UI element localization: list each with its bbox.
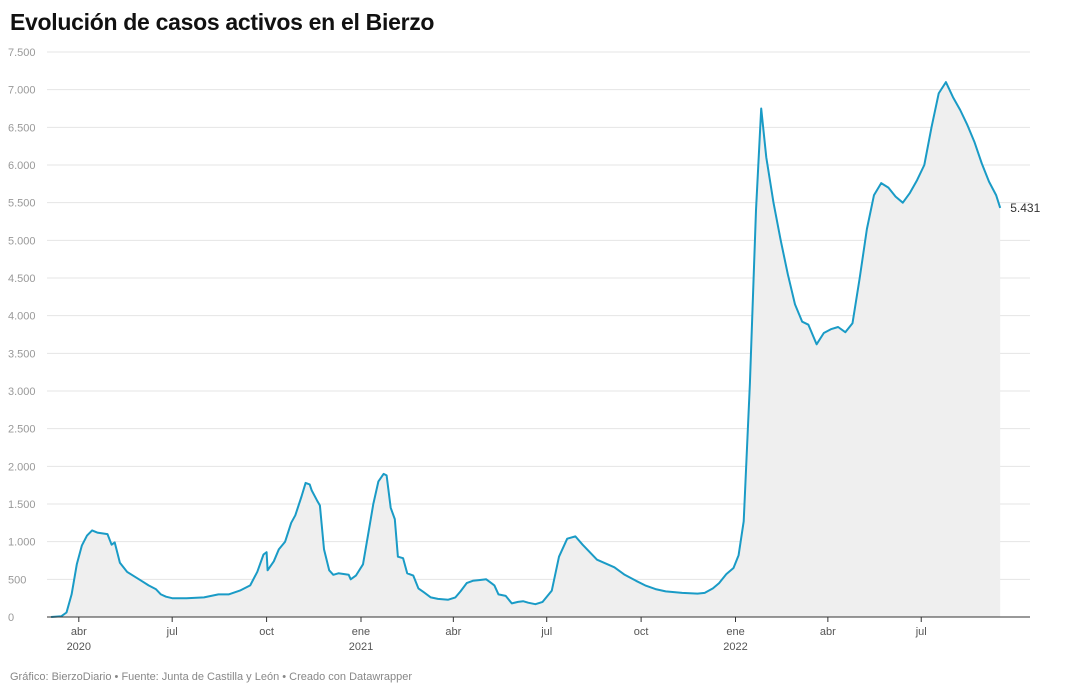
series-line <box>51 81 1002 618</box>
x-tick-label: jul <box>166 626 178 638</box>
x-tick-label: jul <box>915 626 927 638</box>
y-tick-label: 5.500 <box>8 198 36 210</box>
x-tick-label: ene <box>726 626 744 638</box>
x-tick-year-label: 2021 <box>349 641 373 653</box>
y-tick-label: 4.000 <box>8 311 36 323</box>
x-tick-label: jul <box>540 626 552 638</box>
chart-title: Evolución de casos activos en el Bierzo <box>10 9 435 35</box>
y-tick-label: 2.500 <box>8 424 36 436</box>
y-tick-label: 0 <box>8 612 14 624</box>
y-tick-label: 2.000 <box>8 461 36 473</box>
y-tick-label: 6.000 <box>8 160 36 172</box>
x-tick-label: abr <box>445 626 461 638</box>
y-tick-label: 7.500 <box>8 47 36 59</box>
y-tick-label: 7.000 <box>8 85 36 97</box>
y-tick-label: 3.000 <box>8 386 36 398</box>
x-tick-label: oct <box>634 626 649 638</box>
y-tick-label: 1.000 <box>8 537 36 549</box>
y-tick-label: 500 <box>8 574 26 586</box>
x-tick-year-label: 2022 <box>723 641 747 653</box>
area-fill <box>51 82 1001 618</box>
x-tick-year-label: 2020 <box>67 641 91 653</box>
x-tick-label: oct <box>259 626 274 638</box>
y-tick-label: 3.500 <box>8 348 36 360</box>
y-tick-label: 6.500 <box>8 122 36 134</box>
end-value-label: 5.431 <box>1010 201 1040 215</box>
y-tick-label: 1.500 <box>8 499 36 511</box>
y-axis-ticks: 0 500 1.000 1.500 2.000 2.500 3.000 3.500 4.000 4… <box>8 47 36 624</box>
y-tick-label: 5.000 <box>8 235 36 247</box>
x-axis-ticks: abr 2020 jul oct ene 2021 abr jul oct ene 2022 abr j… <box>67 617 927 653</box>
x-tick-label: ene <box>352 626 370 638</box>
x-tick-label: abr <box>820 626 836 638</box>
footer-credits: Gráfico: BierzoDiario • Fuente: Junta de… <box>10 671 413 683</box>
x-tick-label: abr <box>71 626 87 638</box>
y-tick-label: 4.500 <box>8 273 36 285</box>
